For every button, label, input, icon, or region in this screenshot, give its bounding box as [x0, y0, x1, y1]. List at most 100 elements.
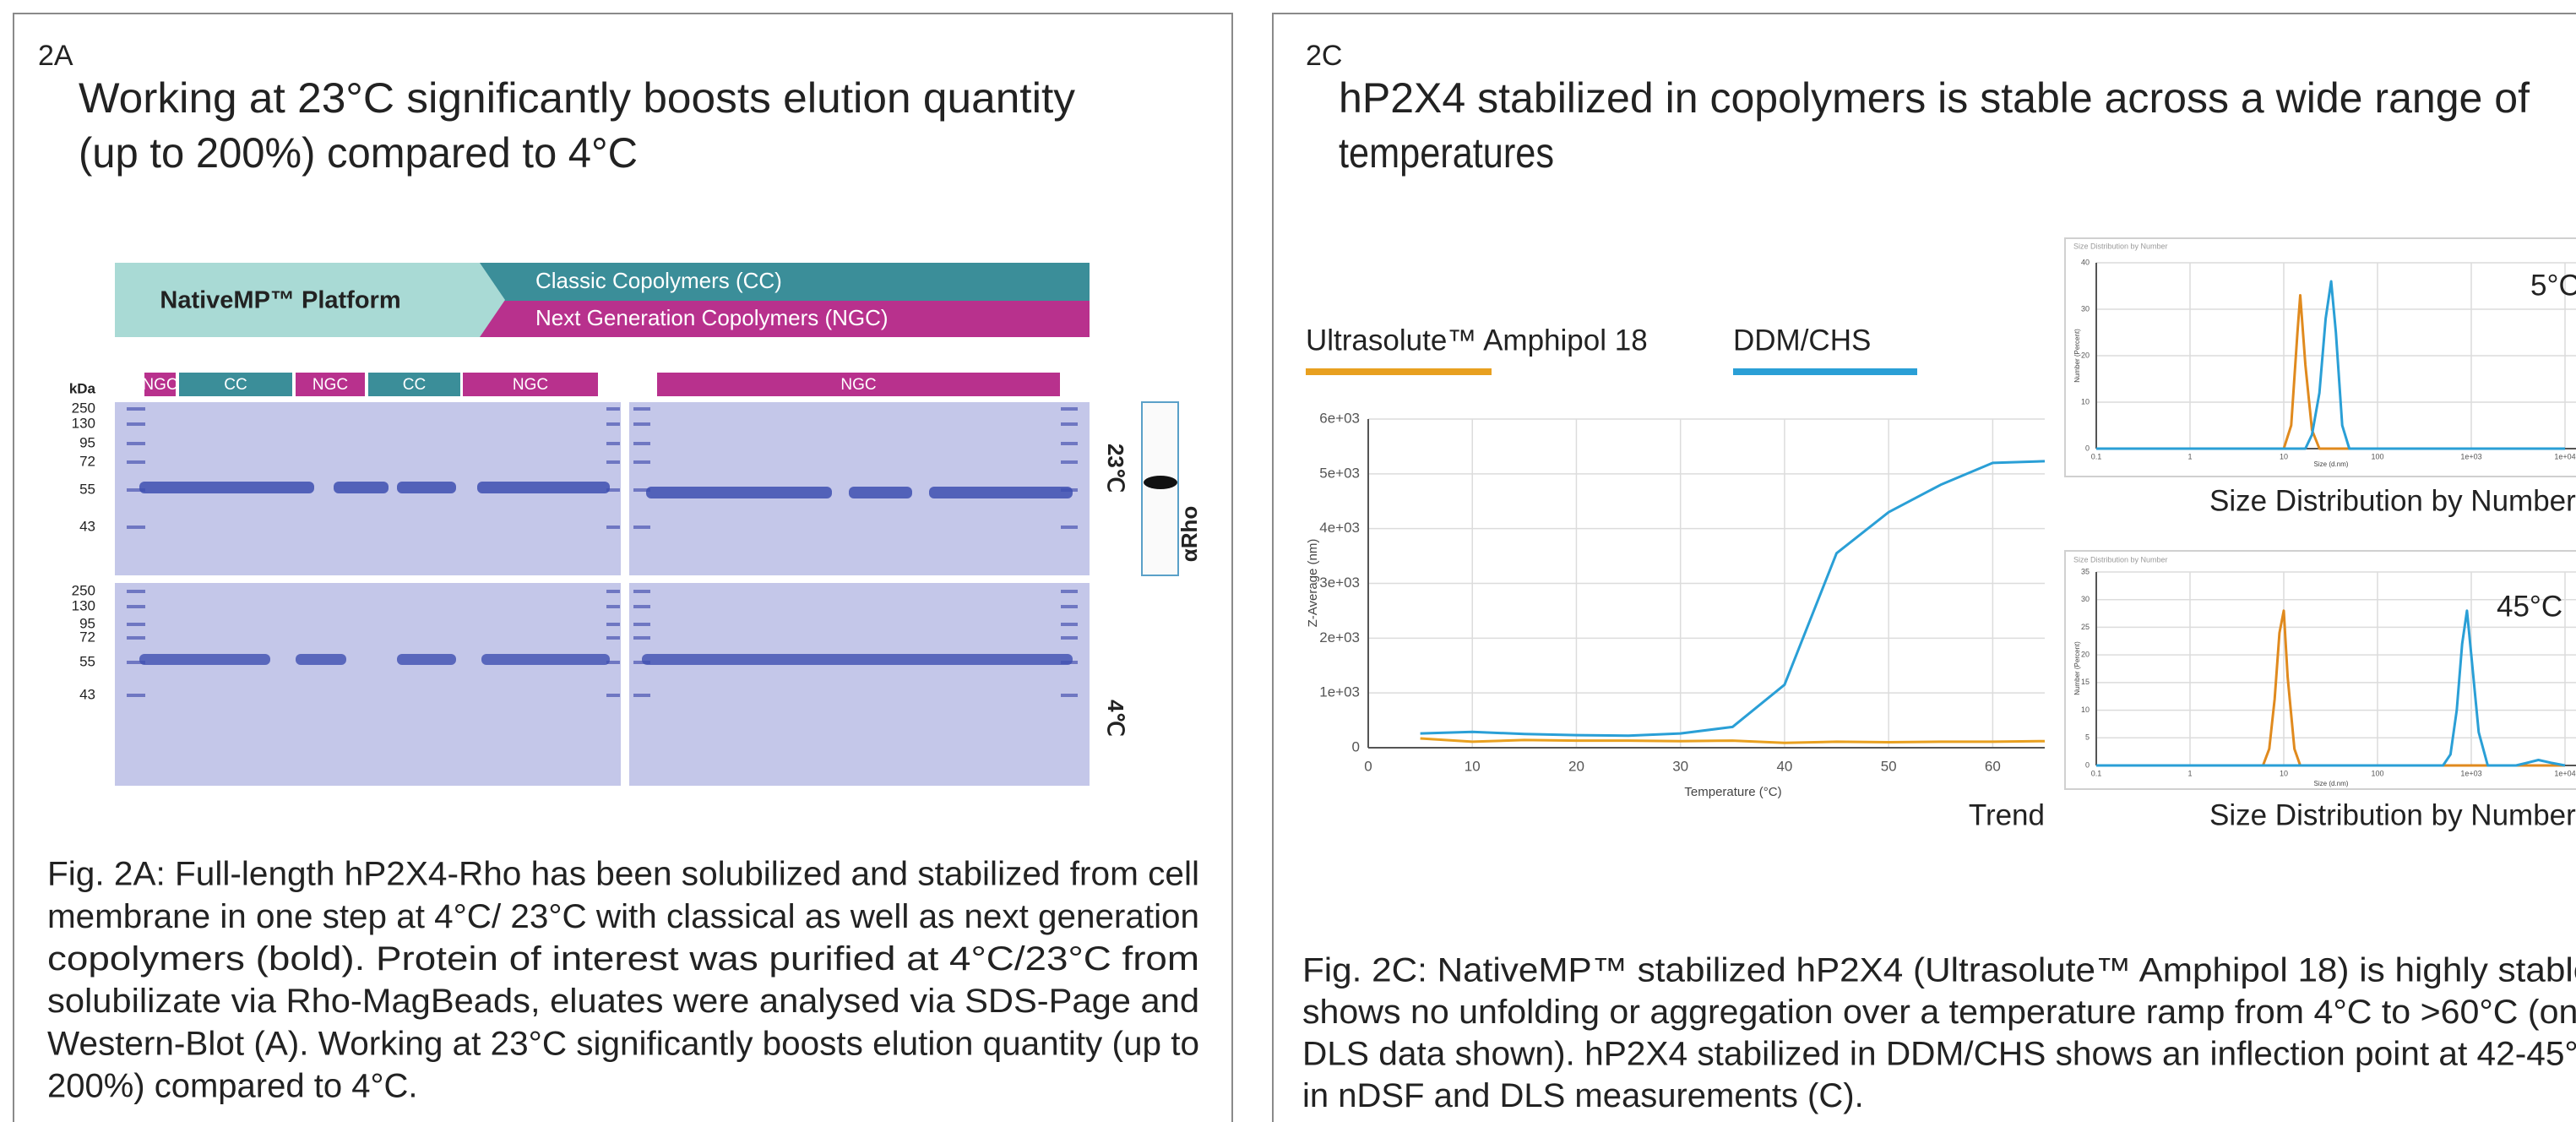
ladder-band — [633, 526, 650, 529]
ladder-band — [1061, 605, 1078, 608]
x-tick-label: 1e+03 — [2460, 452, 2481, 460]
ladder-band — [606, 661, 620, 664]
ladder-band — [127, 694, 145, 697]
ladder-band — [127, 636, 145, 640]
ladder-band — [1061, 407, 1078, 411]
legend-swatch — [1306, 368, 1492, 375]
ladder-band — [633, 694, 650, 697]
ladder-band — [1061, 590, 1078, 593]
y-tick-label: 0 — [2085, 760, 2090, 769]
x-tick-label: 1 — [2187, 452, 2192, 460]
x-tick-label: 40 — [1776, 758, 1792, 774]
x-tick-label: 100 — [2371, 769, 2383, 777]
caption-line: shows no unfolding or aggregation over a… — [1302, 994, 2576, 1031]
ladder-band — [1061, 442, 1078, 445]
x-axis-label: Size (d.nm) — [2314, 460, 2349, 468]
y-tick-label: 4e+03 — [1319, 520, 1360, 536]
y-tick-label: 30 — [2081, 595, 2090, 603]
data-line — [2096, 280, 2565, 450]
y-tick-label: 0 — [1352, 738, 1360, 754]
ladder-band — [1061, 526, 1078, 529]
ladder-band — [606, 694, 620, 697]
x-tick-label: 0.1 — [2091, 452, 2102, 460]
gel-band — [929, 487, 1073, 498]
ladder-band — [633, 661, 650, 664]
banner-classic — [473, 263, 1090, 301]
chart-caption: Size Distribution by Number — [2209, 484, 2576, 517]
marker-label: 130 — [72, 415, 95, 431]
y-tick-label: 2e+03 — [1319, 629, 1360, 645]
ladder-band — [633, 422, 650, 426]
y-tick-label: 20 — [2081, 651, 2090, 659]
gel-band — [139, 654, 270, 665]
y-tick-label: 10 — [2081, 705, 2090, 714]
y-tick-label: 40 — [2081, 258, 2090, 266]
y-tick-label: 5 — [2085, 733, 2090, 742]
ngc-label: Next Generation Copolymers (NGC) — [535, 305, 889, 330]
lane-label: NGC — [840, 376, 876, 394]
y-tick-label: 30 — [2081, 304, 2090, 313]
lane-label: NGC — [142, 376, 177, 394]
caption-line: copolymers (bold). Protein of interest w… — [47, 940, 1199, 978]
caption-line: Fig. 2C: NativeMP™ stabilized hP2X4 (Ult… — [1302, 952, 2576, 989]
marker-label: 72 — [79, 453, 95, 469]
x-tick-label: 0.1 — [2091, 769, 2102, 777]
y-tick-label: 5e+03 — [1319, 465, 1360, 481]
chart-frame — [2064, 237, 2576, 477]
panel-frame — [13, 13, 1233, 1122]
lane-label: CC — [403, 376, 426, 394]
lane-box — [368, 373, 460, 396]
x-tick-label: 1 — [2187, 769, 2192, 777]
ladder-band — [127, 590, 145, 593]
x-tick-label: 10 — [2280, 452, 2288, 460]
y-tick-label: 3e+03 — [1319, 575, 1360, 591]
y-axis-label: Number (Percent) — [2073, 329, 2081, 383]
ladder-band — [633, 460, 650, 464]
ladder-band — [127, 661, 145, 664]
ladder-band — [1061, 422, 1078, 426]
x-tick-label: 30 — [1672, 758, 1688, 774]
gel-band — [642, 654, 1073, 665]
ladder-band — [606, 422, 620, 426]
ladder-band — [606, 488, 620, 492]
legend-label: Ultrasolute™ Amphipol 18 — [1306, 324, 1648, 357]
x-tick-label: 1e+04 — [2554, 452, 2575, 460]
gel-band — [139, 482, 314, 493]
gel-band — [296, 654, 346, 665]
gel-band — [334, 482, 389, 493]
x-tick-label: 60 — [1985, 758, 2001, 774]
ladder-band — [633, 636, 650, 640]
title: hP2X4 stabilized in copolymers is stable… — [1339, 74, 2530, 122]
panel-label: 2C — [1306, 40, 1342, 72]
ladder-band — [127, 605, 145, 608]
x-tick-label: 50 — [1881, 758, 1897, 774]
marker-label: 95 — [79, 615, 95, 631]
y-tick-label: 0 — [2085, 444, 2090, 452]
x-tick-label: 10 — [2280, 769, 2288, 777]
annotation: 5°C — [2530, 269, 2576, 302]
banner-ngc — [473, 301, 1090, 337]
caption-line: Western-Blot (A). Working at 23°C signif… — [47, 1025, 1199, 1062]
ladder-band — [606, 407, 620, 411]
x-tick-label: 20 — [1568, 758, 1584, 774]
panel-frame — [1272, 13, 2576, 1122]
caption-line: Fig. 2A: Full-length hP2X4-Rho has been … — [47, 856, 1199, 893]
ladder-band — [633, 590, 650, 593]
caption-line: in nDSF and DLS measurements (C). — [1302, 1077, 1864, 1114]
chart-frame — [2064, 550, 2576, 790]
data-line — [1420, 460, 2046, 738]
marker-label: 43 — [79, 518, 95, 534]
marker-label: 250 — [72, 582, 95, 598]
ladder-band — [127, 407, 145, 411]
blot-label: αRho — [1177, 506, 1202, 563]
y-axis-label: Number (Percent) — [2073, 641, 2081, 695]
lane-label: CC — [224, 376, 247, 394]
lane-label: NGC — [312, 376, 348, 394]
ladder-band — [633, 623, 650, 626]
y-tick-label: 15 — [2081, 678, 2090, 686]
annotation: 45°C — [2497, 590, 2562, 623]
x-tick-label: 1e+03 — [2460, 769, 2481, 777]
y-tick-label: 25 — [2081, 623, 2090, 631]
caption-line: membrane in one step at 4°C/ 23°C with c… — [47, 898, 1199, 935]
